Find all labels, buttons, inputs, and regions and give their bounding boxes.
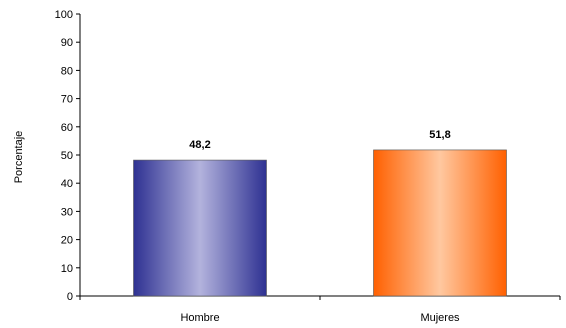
data-label-hombre: 48,2 xyxy=(189,139,210,151)
data-label-mujeres: 51,8 xyxy=(429,129,450,141)
y-tick-label: 0 xyxy=(67,291,73,303)
y-tick-label: 90 xyxy=(61,37,73,49)
bar-hombre xyxy=(133,159,267,297)
plot-area: 0 10 20 30 40 50 60 70 80 90 100 48,2 Hombre 51,8 Muje… xyxy=(55,9,561,324)
bar-mujeres xyxy=(373,149,507,297)
x-category-label-mujeres: Mujeres xyxy=(420,312,460,324)
y-tick-label: 100 xyxy=(55,9,73,21)
y-axis-title: Porcentaje xyxy=(13,131,25,184)
y-tick-label: 50 xyxy=(61,150,73,162)
x-category-label-hombre: Hombre xyxy=(180,312,219,324)
y-tick-label: 40 xyxy=(61,178,73,190)
y-tick-label: 10 xyxy=(61,263,73,275)
y-tick-label: 60 xyxy=(61,122,73,134)
y-tick-label: 20 xyxy=(61,235,73,247)
y-tick-label: 80 xyxy=(61,65,73,77)
y-tick-label: 30 xyxy=(61,206,73,218)
y-tick-label: 70 xyxy=(61,94,73,106)
